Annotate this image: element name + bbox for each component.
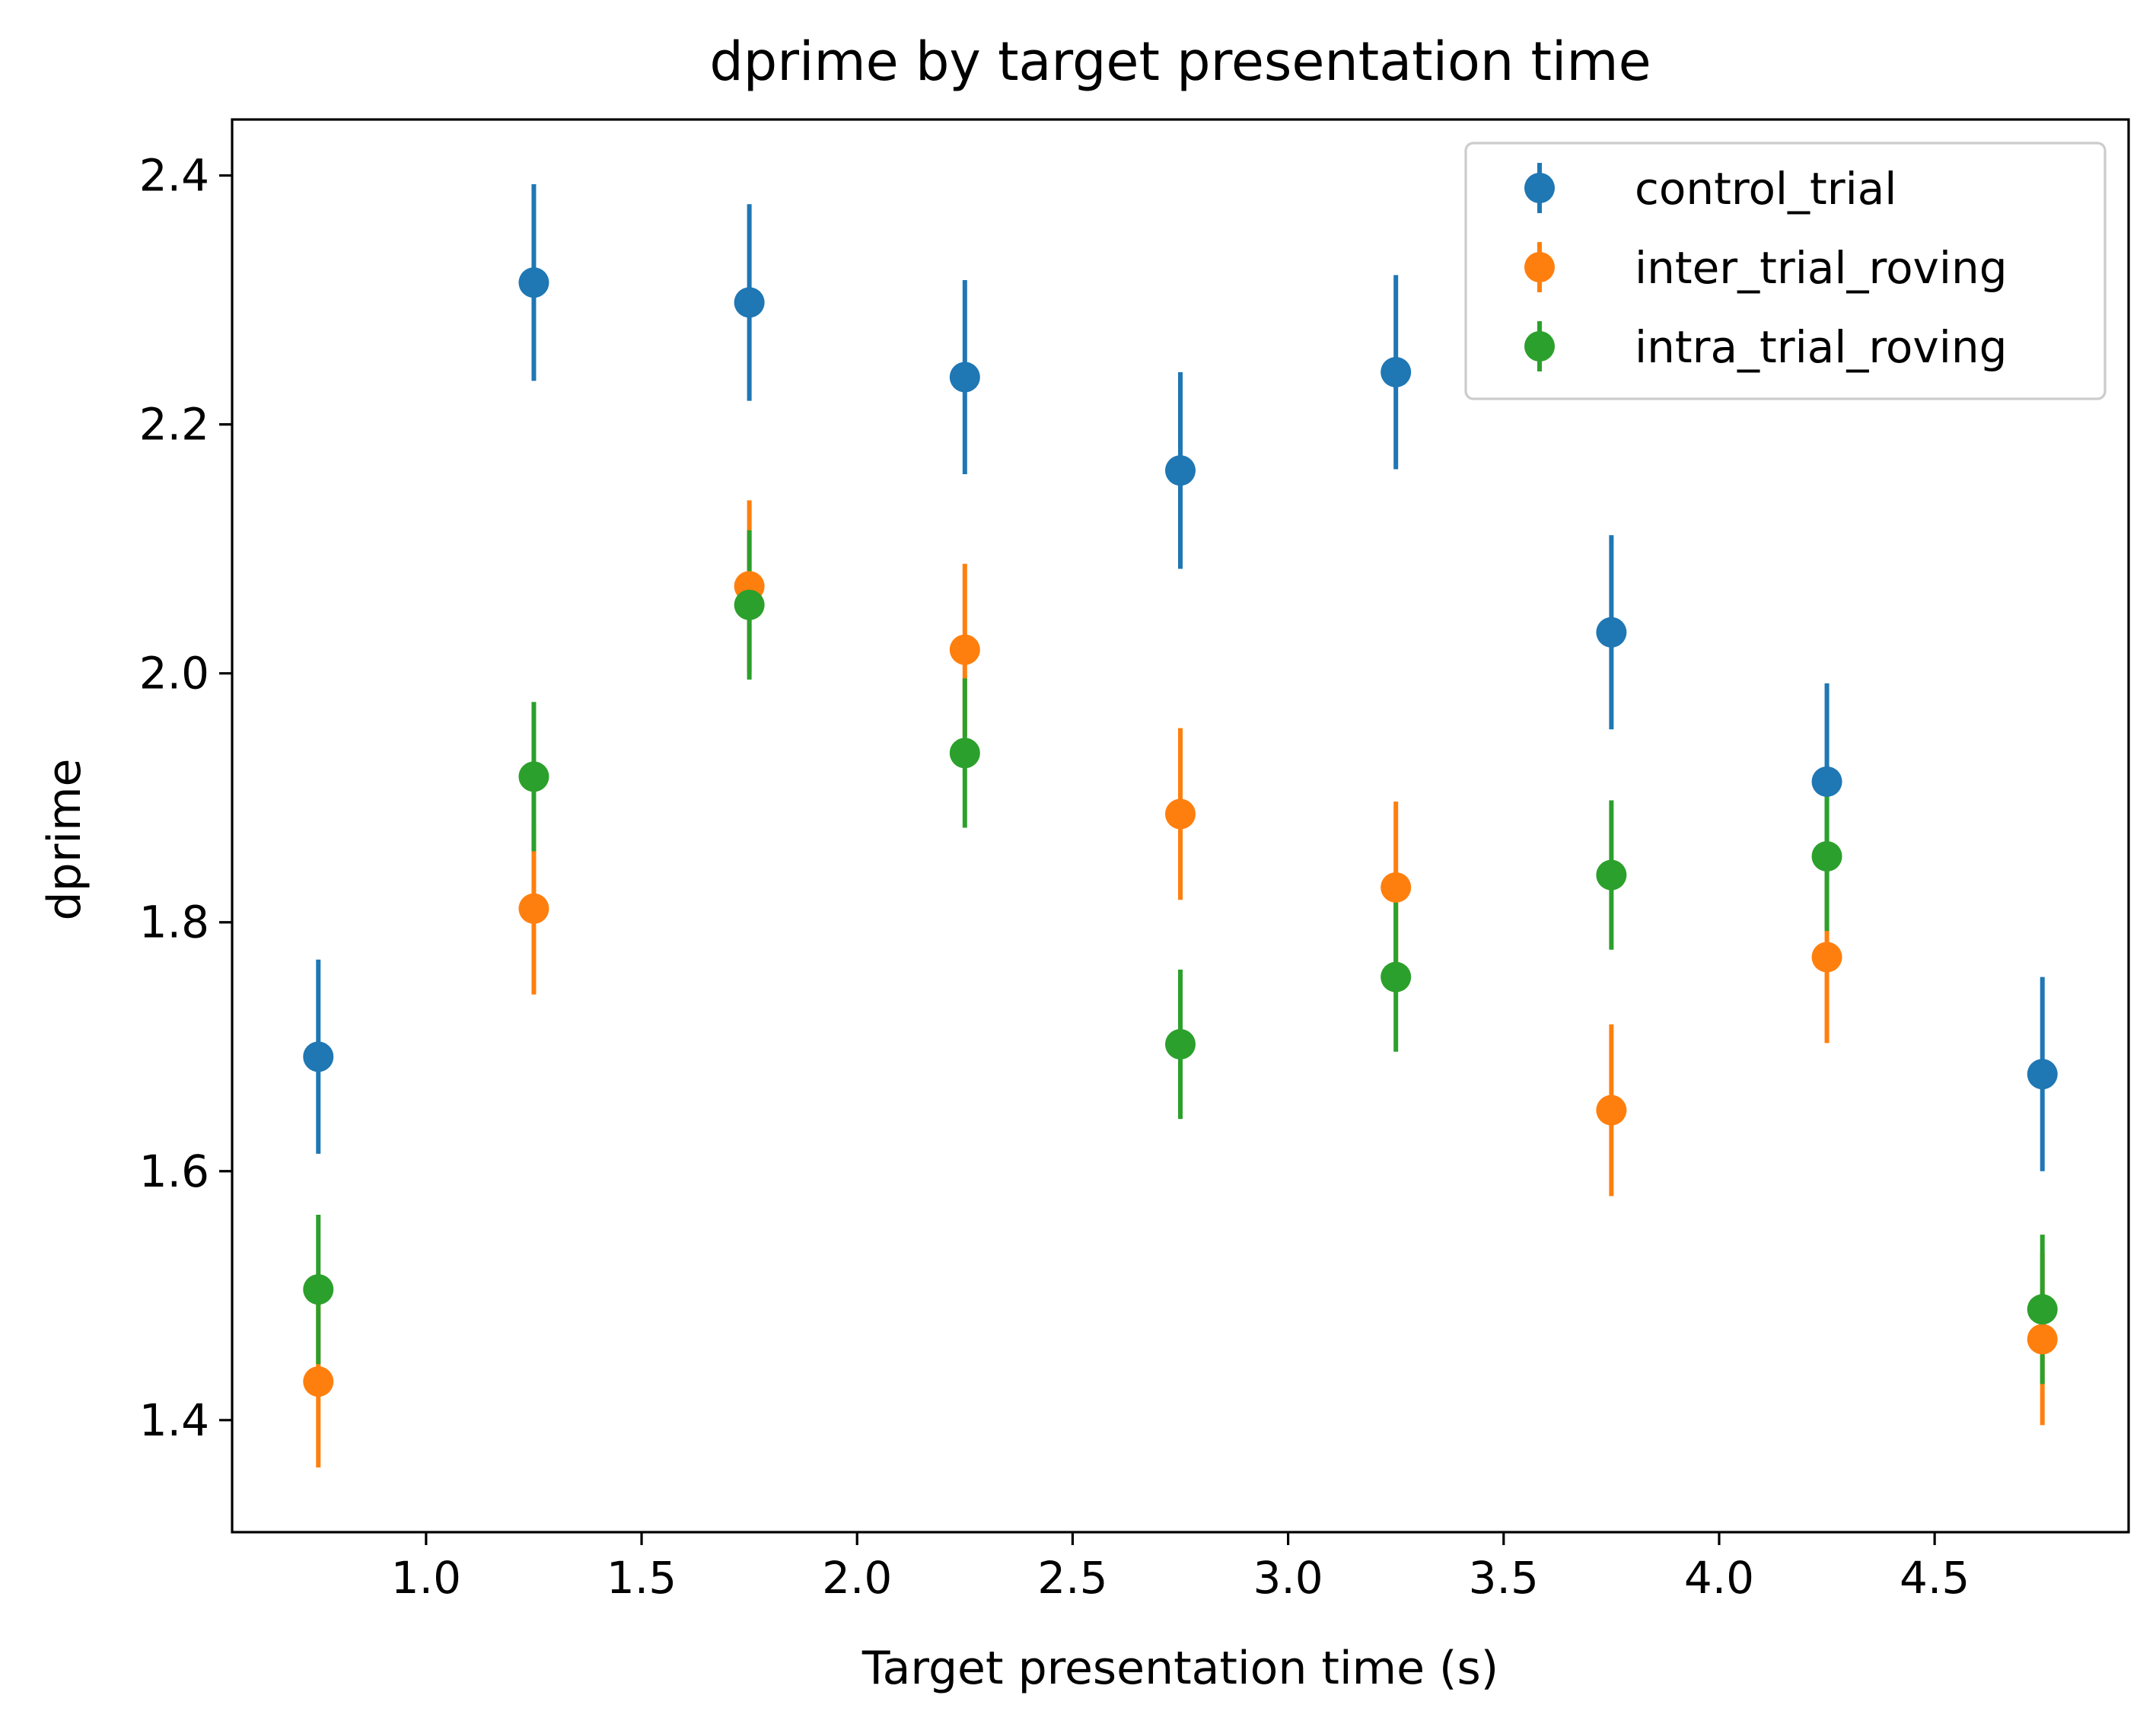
x-axis-label: Target presentation time (s) (861, 1642, 1498, 1695)
inter_trial_roving-point (1811, 942, 1842, 973)
inter_trial_roving-point (518, 893, 549, 924)
y-tick-label: 2.4 (139, 150, 209, 202)
chart-title: dprime by target presentation time (709, 30, 1651, 93)
intra_trial_roving-point (303, 1274, 334, 1305)
legend-label-inter_trial_roving: inter_trial_roving (1635, 242, 2008, 294)
x-tick-label: 4.0 (1684, 1552, 1754, 1604)
axes-border (231, 118, 2130, 1534)
control_trial-point (734, 287, 765, 318)
control_trial-point (1381, 356, 1412, 387)
control_trial-point (2027, 1059, 2058, 1090)
y-tick-label: 1.4 (139, 1394, 209, 1446)
x-tick-label: 1.5 (607, 1552, 677, 1604)
intra_trial_roving-point (1381, 961, 1412, 993)
intra_trial_roving-point (734, 589, 765, 620)
inter_trial_roving-point (1381, 871, 1412, 903)
x-axis-ticks: 1.0 1.5 2.0 2.5 3.0 3.5 4.0 4.5 (391, 1532, 1970, 1604)
control_trial-point (1165, 455, 1196, 486)
intra_trial_roving-point (1165, 1028, 1196, 1059)
intra_trial_roving-point (949, 738, 980, 769)
y-axis-ticks: 1.4 1.6 1.8 2.0 2.2 2.4 (139, 150, 232, 1446)
intra_trial_roving-legend-marker (1524, 331, 1555, 362)
legend-box (1464, 142, 2107, 400)
control_trial-legend-marker (1524, 173, 1555, 203)
x-tick-label: 2.5 (1037, 1552, 1107, 1604)
inter_trial_roving-point (949, 634, 980, 665)
x-tick-label: 3.0 (1253, 1552, 1323, 1604)
intra_trial_roving-point (1596, 859, 1627, 891)
control_trial-point (1596, 617, 1627, 648)
y-axis-label: dprime (38, 759, 91, 921)
axes-frame (231, 118, 2130, 1534)
x-tick-label: 2.0 (822, 1552, 892, 1604)
inter_trial_roving-point (1596, 1095, 1627, 1126)
intra_trial_roving-point (1811, 841, 1842, 872)
data-points (303, 267, 2058, 1397)
y-tick-label: 1.8 (139, 897, 209, 948)
legend: control_trial inter_trial_roving intra_tri… (1464, 142, 2107, 400)
inter_trial_roving-legend-marker (1524, 252, 1555, 282)
intra_trial_roving-point (2027, 1294, 2058, 1325)
inter_trial_roving-point (303, 1366, 334, 1397)
y-tick-label: 2.2 (139, 399, 209, 451)
control_trial-point (518, 267, 549, 298)
y-tick-label: 2.0 (139, 648, 209, 699)
x-tick-label: 1.0 (391, 1552, 461, 1604)
legend-label-intra_trial_roving: intra_trial_roving (1635, 321, 2007, 373)
inter_trial_roving-point (1165, 798, 1196, 830)
y-tick-label: 1.6 (139, 1145, 209, 1197)
control_trial-point (1811, 766, 1842, 797)
inter_trial_roving-point (2027, 1324, 2058, 1355)
control_trial-point (949, 362, 980, 393)
x-tick-label: 4.5 (1900, 1552, 1970, 1604)
x-tick-label: 3.5 (1469, 1552, 1539, 1604)
legend-label-control_trial: control_trial (1635, 163, 1896, 215)
control_trial-point (303, 1041, 334, 1072)
intra_trial_roving-point (518, 761, 549, 792)
